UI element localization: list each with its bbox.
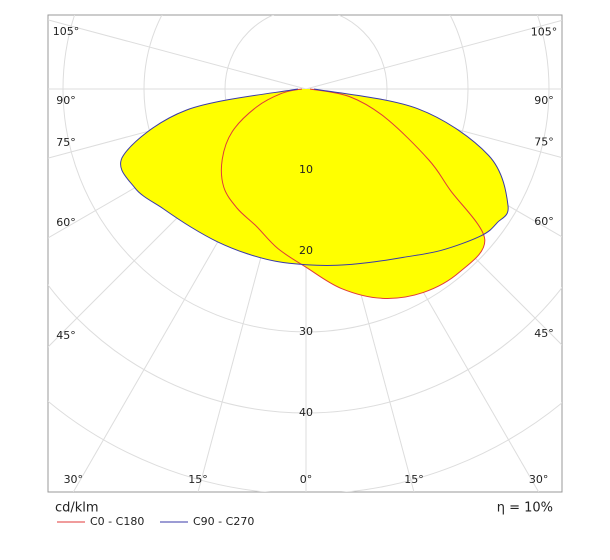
radial-line: [305, 19, 562, 90]
area-fill: [120, 89, 509, 266]
labels: 105° 90° 75° 60° 45° 30° 15° 0° 15° 30° 45° 60° 75° 9…: [53, 25, 558, 486]
annotation: η = 10%: [497, 501, 553, 516]
angle-label: 30°: [529, 473, 549, 486]
angle-label: 15°: [188, 473, 208, 486]
angle-label: 0°: [300, 473, 313, 486]
angle-label: 45°: [56, 329, 76, 342]
radial-tick-label: 20: [299, 244, 313, 257]
angle-label: 45°: [534, 327, 554, 340]
angle-label: 75°: [56, 136, 76, 149]
radial-tick-label: 40: [299, 406, 313, 419]
curves: [120, 88, 509, 299]
angle-label: 105°: [531, 25, 558, 38]
unit-label: cd/klm: [55, 501, 99, 516]
curve-line: [120, 88, 509, 266]
legend-label: C0 - C180: [90, 515, 144, 528]
legend-label: C90 - C270: [193, 515, 254, 528]
angle-label: 30°: [64, 473, 84, 486]
radial-tick-label: 10: [299, 163, 313, 176]
angle-label: 105°: [53, 25, 80, 38]
angle-label: 60°: [534, 215, 554, 228]
angle-label: 75°: [534, 136, 554, 149]
radial-line: [48, 19, 307, 90]
angle-label: 15°: [404, 473, 424, 486]
radial-tick-label: 30: [299, 325, 313, 338]
angle-label: 90°: [534, 94, 554, 107]
angle-label: 90°: [56, 94, 76, 107]
angle-label: 60°: [56, 216, 76, 229]
legend: C0 - C180 C90 - C270: [57, 515, 254, 528]
curve-line: [220, 88, 486, 299]
